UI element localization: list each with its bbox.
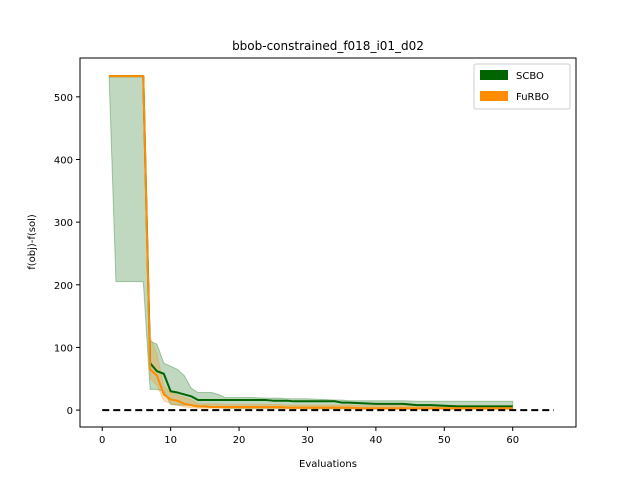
y-tick-label: 300 — [54, 218, 73, 229]
x-tick-label: 10 — [164, 435, 177, 446]
y-tick-label: 0 — [67, 406, 73, 417]
x-tick-label: 0 — [99, 435, 105, 446]
series-line-furbo — [109, 75, 513, 410]
series-line-scbo — [109, 75, 513, 408]
x-tick-label: 40 — [370, 435, 383, 446]
axes-frame — [79, 57, 577, 428]
x-tick-label: 30 — [301, 435, 314, 446]
y-tick-label: 200 — [54, 281, 73, 292]
legend-label-scbo: SCBO — [516, 71, 544, 82]
x-axis-ticks: 0 10 20 30 40 50 60 — [99, 427, 519, 446]
axes — [79, 57, 577, 428]
chart-title: bbob-constrained_f018_i01_d02 — [232, 39, 424, 53]
y-tick-label: 100 — [54, 343, 73, 354]
y-tick-label: 500 — [54, 93, 73, 104]
plot-area — [102, 75, 554, 412]
y-axis-ticks: 0 100 200 300 400 500 — [54, 93, 80, 417]
x-axis-label: Evaluations — [299, 459, 357, 470]
y-axis-label: f(obj)-f(sol) — [27, 214, 38, 270]
x-tick-label: 60 — [506, 435, 519, 446]
legend-label-furbo: FuRBO — [516, 92, 549, 103]
legend-swatch-furbo — [480, 91, 508, 101]
x-tick-label: 50 — [438, 435, 451, 446]
legend: SCBO FuRBO — [473, 63, 571, 110]
y-tick-label: 400 — [54, 155, 73, 166]
legend-swatch-scbo — [480, 70, 508, 80]
x-tick-label: 20 — [233, 435, 246, 446]
